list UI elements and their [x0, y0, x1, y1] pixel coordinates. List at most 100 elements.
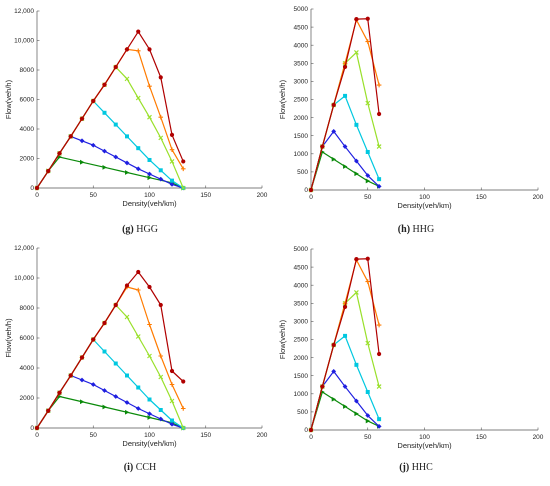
y-tick-label: 4000: [294, 42, 309, 49]
data-point: [331, 342, 336, 348]
y-tick-label: 3500: [294, 301, 309, 308]
data-point: [377, 417, 382, 422]
y-tick-label: 12,000: [14, 245, 34, 252]
data-point: [308, 427, 314, 433]
x-axis-label: Density(veh/km): [397, 201, 452, 210]
data-point: [102, 148, 107, 154]
data-point: [34, 425, 40, 431]
series-line: [36, 100, 184, 189]
panel-caption: (h) HHG: [398, 224, 434, 235]
data-point: [331, 368, 337, 374]
data-point: [365, 173, 371, 178]
data-point: [170, 178, 174, 183]
data-point: [181, 159, 186, 164]
series-6: [34, 269, 186, 431]
data-point: [376, 183, 382, 189]
series-line: [36, 156, 184, 189]
data-point: [354, 122, 359, 127]
data-point: [365, 16, 370, 21]
data-point: [125, 134, 129, 139]
x-tick-label: 50: [90, 432, 98, 439]
series-line: [36, 31, 184, 189]
x-tick-label: 100: [144, 432, 155, 439]
data-point: [79, 377, 85, 383]
data-point: [354, 171, 359, 177]
data-point: [376, 144, 382, 149]
data-point: [158, 374, 164, 380]
data-point: [354, 411, 359, 417]
data-point: [354, 290, 359, 295]
data-point: [102, 388, 107, 393]
panel-caption: (i) CCH: [124, 462, 157, 473]
data-point: [180, 166, 186, 172]
data-point: [365, 279, 371, 284]
data-point: [180, 425, 186, 431]
x-axis-label: Density(veh/km): [122, 439, 177, 448]
panel-name: HHG: [410, 224, 434, 235]
x-tick-label: 200: [533, 434, 544, 441]
data-point: [158, 75, 163, 80]
y-axis-label: Flow(veh/h): [4, 318, 13, 358]
data-point: [102, 164, 107, 170]
data-point: [147, 397, 152, 402]
data-point: [365, 340, 371, 346]
data-point: [102, 320, 107, 326]
data-point: [169, 181, 175, 187]
series-1: [309, 149, 382, 193]
data-point: [34, 185, 40, 191]
y-tick-label: 3000: [294, 79, 309, 86]
y-tick-label: 0: [304, 187, 308, 194]
series-6: [308, 256, 382, 433]
data-point: [125, 373, 129, 378]
series-line: [36, 338, 184, 429]
series-6: [34, 29, 186, 191]
chart-panel-3: 0 2000 4000 6000 8000 10,000 12,000 0 50 100 150 20…: [4, 245, 268, 473]
data-point: [158, 353, 164, 359]
data-point: [147, 83, 152, 89]
data-point: [343, 333, 348, 338]
series-3: [35, 98, 186, 190]
panel-name: HGG: [134, 224, 158, 235]
data-point: [365, 256, 370, 261]
data-point: [320, 144, 325, 149]
data-point: [147, 411, 152, 417]
data-point: [169, 132, 175, 137]
data-point: [169, 421, 175, 427]
y-tick-label: 4500: [294, 24, 309, 31]
x-tick-label: 200: [533, 194, 544, 201]
data-point: [136, 146, 141, 151]
data-point: [365, 413, 371, 418]
data-point: [365, 389, 370, 394]
y-tick-label: 4000: [20, 126, 35, 133]
y-tick-label: 4000: [294, 282, 309, 289]
data-point: [147, 47, 152, 52]
data-point: [136, 29, 141, 34]
series-line: [36, 395, 184, 429]
y-tick-label: 500: [297, 169, 308, 176]
y-tick-label: 0: [304, 427, 308, 434]
data-point: [147, 284, 152, 290]
data-point: [135, 95, 141, 101]
x-tick-label: 50: [364, 434, 372, 441]
series-6: [308, 16, 382, 193]
data-point: [147, 157, 152, 162]
y-tick-label: 2000: [20, 156, 35, 163]
x-axis-label: Density(veh/km): [397, 441, 452, 450]
data-point: [79, 116, 85, 121]
data-point: [376, 384, 382, 389]
data-point: [180, 406, 186, 411]
series-3: [35, 337, 186, 430]
data-point: [377, 111, 382, 117]
y-tick-label: 2500: [294, 97, 309, 104]
panel-name: CCH: [133, 462, 156, 473]
y-tick-label: 3000: [294, 319, 309, 326]
data-point: [147, 415, 152, 420]
data-point: [342, 144, 348, 149]
data-point: [158, 408, 163, 412]
data-point: [365, 100, 371, 106]
series-line: [310, 291, 380, 431]
data-point: [147, 114, 152, 120]
x-axis-label: Density(veh/km): [122, 199, 177, 208]
data-point: [124, 283, 130, 288]
